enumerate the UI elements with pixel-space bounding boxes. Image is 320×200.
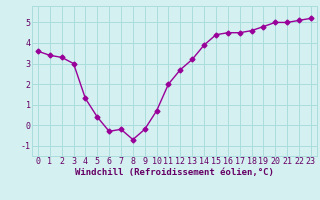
X-axis label: Windchill (Refroidissement éolien,°C): Windchill (Refroidissement éolien,°C) (75, 168, 274, 177)
